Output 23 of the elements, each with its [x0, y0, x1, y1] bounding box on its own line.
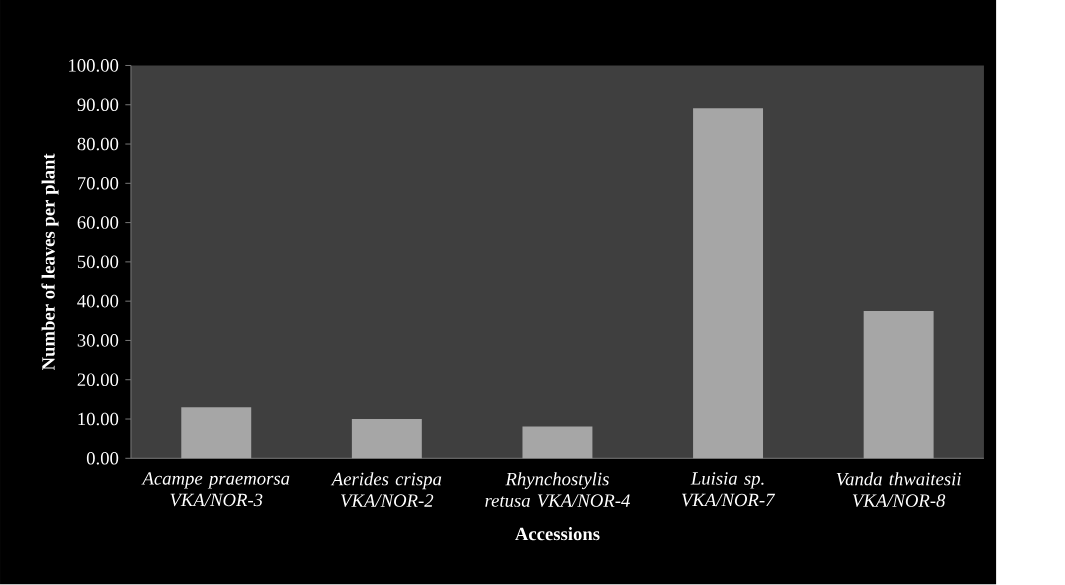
- x-tick-label: Vanda thwaitesii VKA/NOR-8: [836, 472, 961, 508]
- y-tick-label: 100.00: [69, 59, 119, 73]
- bar: [351, 419, 422, 459]
- y-axis-title: Number of leaves per plant: [41, 153, 59, 371]
- x-tick-label: Aerides crispa VKA/NOR-2: [330, 472, 442, 508]
- y-tick-label: 40.00: [77, 295, 119, 308]
- bar: [181, 407, 252, 459]
- y-tick-label: 80.00: [77, 137, 119, 151]
- x-axis-title: Accessions: [515, 527, 600, 541]
- x-tick-label: Rhynchostylis retusa VKA/NOR-4: [485, 472, 630, 508]
- x-tick-label: Luisia sp. VKA/NOR-7: [681, 472, 776, 507]
- x-tick-label: Acampe praemorsa VKA/NOR-3: [141, 472, 290, 507]
- y-tick-label: 90.00: [77, 98, 119, 112]
- bar: [522, 426, 593, 459]
- y-tick-label: 30.00: [77, 334, 119, 348]
- bar: [863, 311, 934, 459]
- y-tick-label: 10.00: [78, 412, 119, 426]
- y-tick-label: 60.00: [77, 216, 119, 230]
- y-tick-label: 20.00: [77, 373, 119, 387]
- y-tick-label: 0.00: [86, 452, 119, 465]
- y-tick-label: 70.00: [78, 177, 119, 190]
- y-tick-label: 50.00: [77, 255, 119, 269]
- bar: [693, 108, 764, 459]
